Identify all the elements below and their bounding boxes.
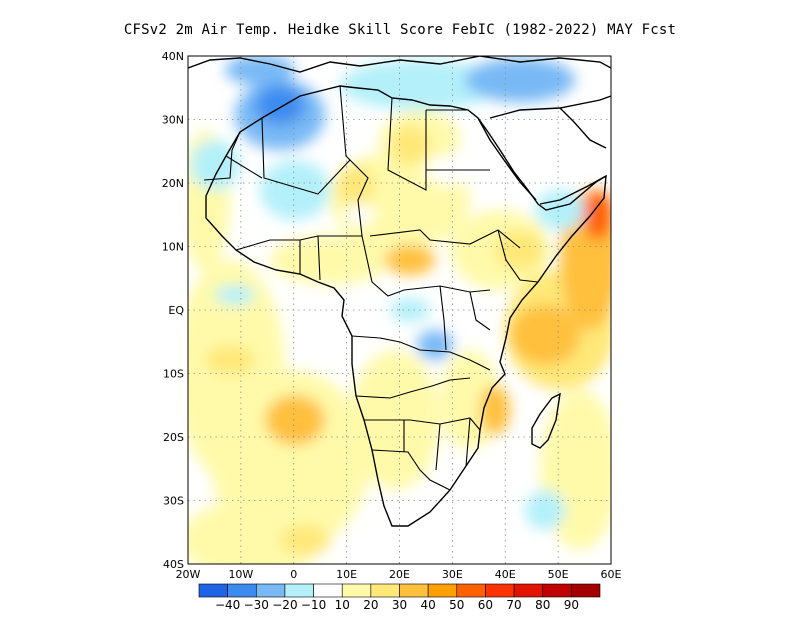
europe-coastline bbox=[188, 56, 611, 73]
redsea-coastline bbox=[477, 117, 537, 201]
grid-lines bbox=[188, 56, 611, 564]
colorbar-swatch bbox=[399, 583, 429, 598]
border bbox=[355, 377, 471, 399]
colorbar-label: 30 bbox=[392, 598, 407, 612]
border bbox=[403, 417, 471, 471]
field-patch bbox=[265, 395, 325, 445]
field-patch bbox=[417, 330, 453, 360]
madagascar-coastline bbox=[531, 392, 561, 449]
colorbar-swatch bbox=[227, 583, 257, 598]
colorbar-swatch bbox=[542, 583, 572, 598]
lon-tick-label: 0 bbox=[290, 568, 297, 581]
lon-tick-label: 50E bbox=[548, 568, 569, 581]
country-borders bbox=[203, 85, 539, 491]
longitude-labels: 20W 10W 0 10E 20E 30E 40E 50E 60E bbox=[176, 568, 622, 581]
lat-tick-label: 40N bbox=[162, 50, 184, 63]
field-patch bbox=[583, 190, 611, 240]
border bbox=[497, 229, 539, 283]
colorbar: −40 −30 −20 −10 10 20 30 40 50 60 70 80 90 bbox=[198, 583, 601, 612]
colorbar-swatch bbox=[456, 583, 486, 598]
field-patch bbox=[215, 285, 255, 305]
chart-title: CFSv2 2m Air Temp. Heidke Skill Score Fe… bbox=[123, 22, 677, 38]
border bbox=[203, 131, 241, 181]
colorbar-label: −40 bbox=[215, 598, 240, 612]
colorbar-label: 10 bbox=[335, 598, 350, 612]
colorbar-swatch bbox=[571, 583, 601, 598]
lat-tick-label: 20N bbox=[162, 177, 184, 190]
border bbox=[351, 335, 491, 371]
lat-tick-label: 10S bbox=[163, 368, 184, 381]
border bbox=[439, 285, 491, 351]
colorbar-label: −10 bbox=[301, 598, 326, 612]
colorbar-swatch bbox=[198, 583, 228, 598]
lat-tick-label: 40S bbox=[163, 558, 184, 571]
colorbar-label: −20 bbox=[272, 598, 297, 612]
field-patch bbox=[465, 58, 575, 102]
colorbar-swatch bbox=[427, 583, 458, 598]
colorbar-swatch bbox=[370, 583, 400, 598]
lon-tick-label: 20W bbox=[176, 568, 201, 581]
field-patch bbox=[205, 345, 255, 375]
field-patch bbox=[525, 490, 565, 530]
lon-tick-label: 40E bbox=[495, 568, 516, 581]
field-patch bbox=[280, 525, 330, 555]
border bbox=[387, 97, 427, 191]
colorbar-label: 40 bbox=[421, 598, 436, 612]
field-patch bbox=[260, 160, 330, 220]
colorbar-label: 70 bbox=[506, 598, 521, 612]
field-patch bbox=[390, 298, 430, 322]
skill-field bbox=[188, 56, 611, 564]
field-patch bbox=[510, 305, 580, 365]
lat-tick-label: 20S bbox=[163, 431, 184, 444]
border bbox=[299, 235, 321, 281]
colorbar-swatch bbox=[284, 583, 314, 598]
lat-tick-label: 30S bbox=[163, 495, 184, 508]
field-patch bbox=[225, 56, 295, 85]
colorbar-label: 60 bbox=[478, 598, 493, 612]
lat-tick-label: 10N bbox=[162, 241, 184, 254]
map-frame bbox=[187, 55, 612, 565]
border bbox=[339, 85, 351, 161]
colorbar-swatch bbox=[341, 583, 372, 598]
colorbar-swatch bbox=[513, 583, 544, 598]
field-patch bbox=[535, 190, 585, 230]
colorbar-label: 20 bbox=[363, 598, 378, 612]
field-patch bbox=[335, 165, 375, 205]
colorbar-label: 90 bbox=[564, 598, 579, 612]
latitude-labels: 40N 30N 20N 10N EQ 10S 20S 30S 40S bbox=[162, 50, 185, 571]
field-patch bbox=[495, 230, 545, 270]
lon-tick-label: 30E bbox=[442, 568, 463, 581]
colorbar-swatch bbox=[255, 583, 286, 598]
colorbar-label: 50 bbox=[449, 598, 464, 612]
field-patch bbox=[270, 235, 390, 285]
field-patch bbox=[340, 60, 500, 110]
colorbar-swatch bbox=[313, 583, 343, 598]
lon-tick-label: 10E bbox=[336, 568, 357, 581]
gulf-coastline bbox=[559, 107, 607, 149]
lat-tick-label: 30N bbox=[162, 114, 184, 127]
lon-tick-label: 20E bbox=[389, 568, 410, 581]
lat-tick-label: EQ bbox=[168, 304, 184, 317]
border bbox=[426, 109, 490, 171]
colorbar-swatch bbox=[485, 583, 515, 598]
field-patch bbox=[190, 140, 240, 190]
lon-tick-label: 60E bbox=[601, 568, 622, 581]
colorbar-label: 80 bbox=[535, 598, 550, 612]
colorbar-label: −30 bbox=[244, 598, 269, 612]
field-patch bbox=[385, 245, 435, 275]
field-patch bbox=[390, 125, 430, 165]
border bbox=[369, 229, 521, 249]
border bbox=[371, 449, 451, 491]
lon-tick-label: 10W bbox=[228, 568, 253, 581]
